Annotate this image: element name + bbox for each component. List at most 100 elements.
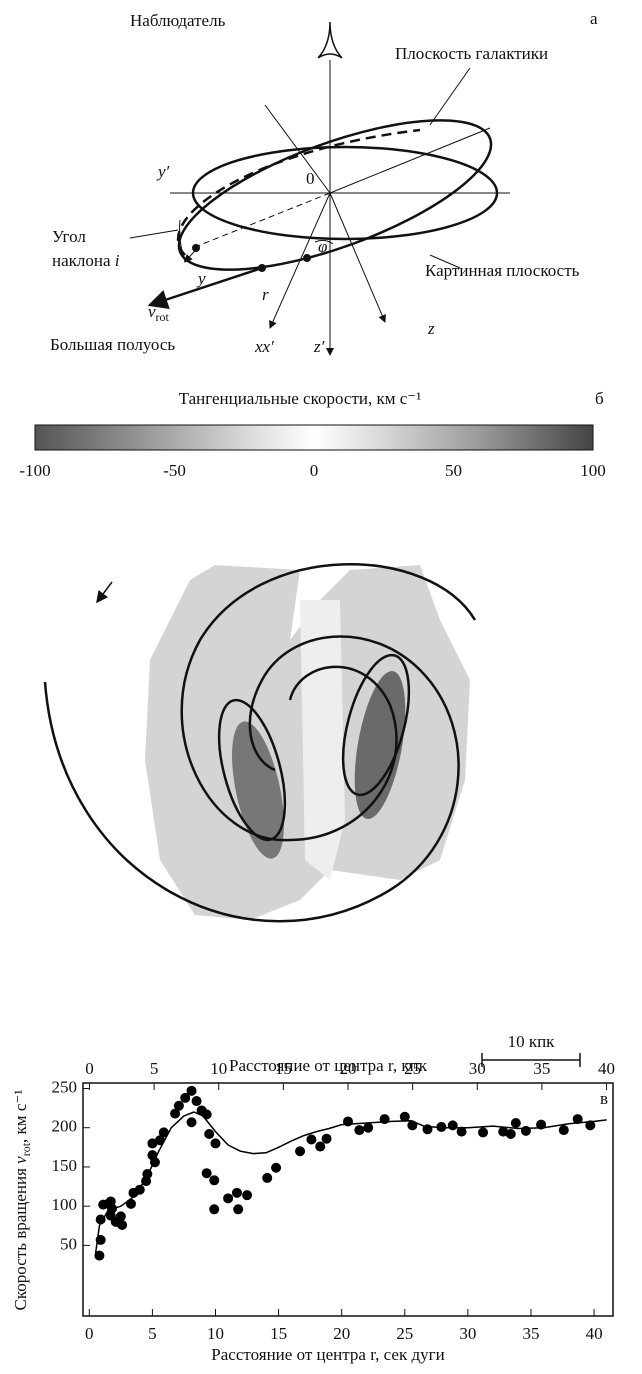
x-tick-label: 35 [522, 1324, 539, 1343]
colorbar-tick-label: 100 [580, 461, 606, 480]
y-tick-label: 150 [52, 1156, 78, 1175]
x-tick-label: 30 [459, 1324, 476, 1343]
data-point [116, 1211, 126, 1221]
leader [430, 68, 470, 125]
point [303, 254, 311, 262]
eye-icon [318, 22, 342, 58]
label-part: , км с⁻¹ [11, 1090, 30, 1143]
y-axis-title: Скорость вращения vrot, км с⁻¹ [11, 1090, 33, 1311]
data-point [209, 1175, 219, 1185]
rotation-curve: Расстояние от центра r, кпк Расстояние о… [11, 1056, 615, 1364]
x-tick-label: 25 [396, 1324, 413, 1343]
label-part: i [115, 251, 120, 270]
data-point [204, 1129, 214, 1139]
leader [130, 230, 178, 238]
data-point [232, 1188, 242, 1198]
data-point [559, 1125, 569, 1135]
x2-tick-label: 10 [210, 1059, 227, 1078]
label: r [262, 285, 269, 304]
x2-tick-label: 15 [275, 1059, 292, 1078]
x-tick-label: 40 [586, 1324, 603, 1343]
data-point [233, 1204, 243, 1214]
label: Большая полуось [50, 335, 175, 354]
x-tick-label: 0 [85, 1324, 94, 1343]
data-point [448, 1120, 458, 1130]
data-point [223, 1193, 233, 1203]
label: z′ [313, 337, 325, 356]
label: наклона i [52, 251, 120, 270]
data-point [478, 1127, 488, 1137]
x-tick-label: 20 [333, 1324, 350, 1343]
y-tick-label: 200 [52, 1117, 78, 1136]
vrot-arrow [150, 268, 262, 305]
x2-tick-label: 35 [533, 1059, 550, 1078]
x2-tick-label: 5 [150, 1059, 159, 1078]
data-point [117, 1220, 127, 1230]
panel-label: б [595, 389, 604, 408]
colorbar-title: Тангенциальные скорости, км с⁻¹ [179, 389, 422, 408]
data-point [126, 1199, 136, 1209]
data-point [306, 1134, 316, 1144]
data-point [506, 1129, 516, 1139]
data-point [354, 1125, 364, 1135]
data-point [202, 1109, 212, 1119]
x-axis-title: Расстояние от центра r, сек дуги [211, 1345, 444, 1364]
data-point [521, 1126, 531, 1136]
data-point [192, 1096, 202, 1106]
scale-bar-label: 10 кпк [508, 1032, 556, 1051]
label: z [427, 319, 435, 338]
point [192, 244, 200, 252]
x-tick-label: 10 [207, 1324, 224, 1343]
figure: Наблюдатель а Плоскость галактики y′ 0 У… [0, 0, 642, 1369]
data-point [187, 1117, 197, 1127]
label: vrot [148, 302, 170, 324]
data-point [315, 1142, 325, 1152]
x2-tick-label: 40 [598, 1059, 615, 1078]
x2-tick-label: 20 [340, 1059, 357, 1078]
label: y [196, 269, 206, 288]
data-point [187, 1086, 197, 1096]
data-point [174, 1101, 184, 1111]
z-axis [330, 193, 385, 322]
data-point [511, 1118, 521, 1128]
data-point [211, 1138, 221, 1148]
x-tick-label: 5 [148, 1324, 157, 1343]
label: φ [318, 237, 327, 256]
y-tick-label: 50 [60, 1234, 77, 1253]
label: Наблюдатель [130, 11, 226, 30]
label-part: rot [19, 1142, 33, 1156]
geometry-diagram: Наблюдатель а Плоскость галактики y′ 0 У… [50, 9, 598, 356]
label: y′ [156, 162, 170, 181]
y-tick-label: 100 [52, 1195, 78, 1214]
label: xx′ [254, 337, 274, 356]
scale-bar [482, 1053, 580, 1067]
data-point [363, 1123, 373, 1133]
x2-axis-title: Расстояние от центра r, кпк [229, 1056, 428, 1075]
colorbar-tick-label: -100 [19, 461, 50, 480]
data-point [322, 1134, 332, 1144]
colorbar-tick-label: 50 [445, 461, 462, 480]
data-point [242, 1190, 252, 1200]
arrow [97, 582, 112, 602]
colorbar [35, 425, 593, 450]
panel-label: в [600, 1089, 608, 1108]
label: Угол [52, 227, 86, 246]
data-point [271, 1163, 281, 1173]
x2-tick-label: 25 [404, 1059, 421, 1078]
data-point [295, 1146, 305, 1156]
colorbar-tick-label: 0 [310, 461, 319, 480]
label: 0 [306, 169, 315, 188]
data-point [202, 1168, 212, 1178]
data-point [209, 1204, 219, 1214]
y-tick-label: 250 [52, 1077, 78, 1096]
panel-label: а [590, 9, 598, 28]
point [258, 264, 266, 272]
velocity-map: Тангенциальные скорости, км с⁻¹ б 10 кпк… [19, 389, 605, 1067]
x2-tick-label: 0 [85, 1059, 94, 1078]
label-part: rot [156, 310, 170, 324]
colorbar-tick-label: -50 [163, 461, 186, 480]
x-tick-label: 15 [270, 1324, 287, 1343]
label-part: наклона [52, 251, 115, 270]
label: Плоскость галактики [395, 44, 548, 63]
label-part: Скорость вращения [11, 1164, 30, 1311]
